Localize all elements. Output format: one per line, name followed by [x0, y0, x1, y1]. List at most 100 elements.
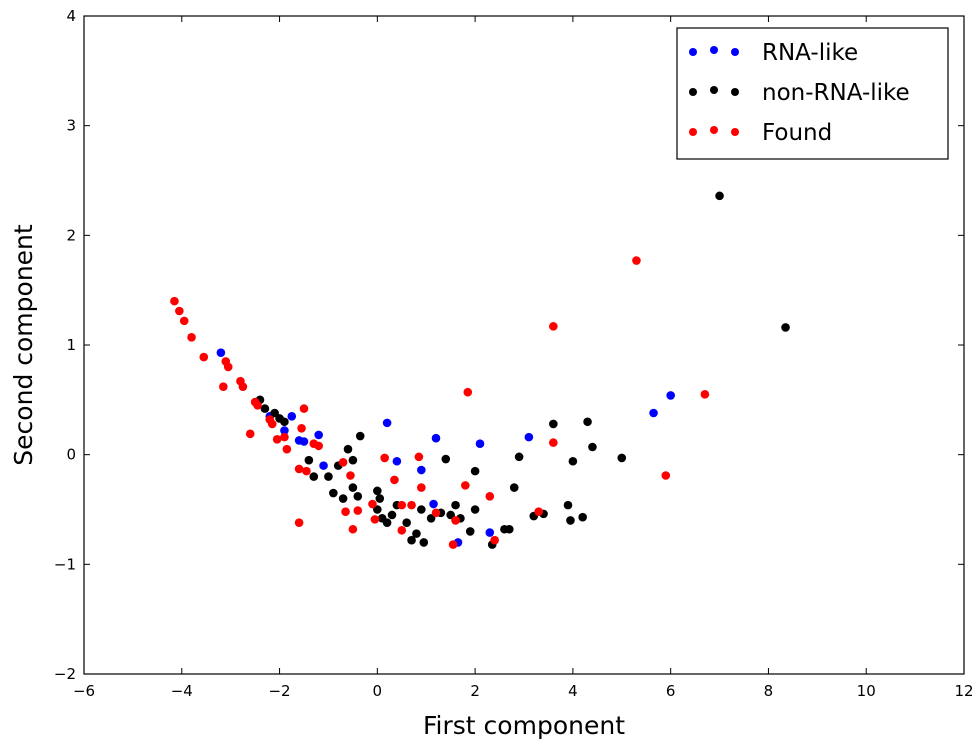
- data-point-non-rna-like: [470, 466, 480, 476]
- data-point-found: [338, 458, 348, 467]
- legend-label-rna-like: RNA-like: [762, 40, 858, 66]
- data-point-rna-like: [524, 432, 534, 442]
- x-tick-label: 10: [857, 682, 876, 700]
- data-point-non-rna-like: [563, 500, 573, 510]
- data-point-non-rna-like: [343, 444, 353, 454]
- data-point-non-rna-like: [260, 404, 270, 413]
- data-point-found: [272, 435, 282, 444]
- x-tick-label: −2: [268, 682, 290, 700]
- legend: RNA-like non-RNA-like Found: [676, 27, 949, 160]
- data-point-non-rna-like: [329, 488, 338, 498]
- data-point-found: [700, 390, 710, 399]
- data-point-non-rna-like: [509, 483, 519, 492]
- data-point-found: [397, 500, 407, 510]
- data-point-found: [175, 306, 184, 316]
- x-axis-title: First component: [423, 711, 625, 740]
- x-tick-label: 2: [470, 682, 480, 700]
- y-tick-label: −2: [54, 665, 76, 683]
- data-point-non-rna-like: [412, 529, 421, 538]
- y-tick-label: 4: [66, 7, 76, 25]
- data-point-non-rna-like: [446, 510, 455, 520]
- data-point-non-rna-like: [348, 455, 358, 465]
- data-point-found: [661, 471, 671, 480]
- data-point-non-rna-like: [348, 483, 358, 492]
- data-point-non-rna-like: [465, 527, 475, 536]
- data-point-found: [294, 518, 304, 527]
- data-point-non-rna-like: [402, 518, 411, 527]
- data-point-rna-like: [429, 499, 438, 509]
- data-point-non-rna-like: [309, 472, 319, 481]
- legend-marker-rna-like: [731, 48, 739, 56]
- x-tick-label: 4: [568, 682, 578, 700]
- data-point-found: [299, 404, 309, 413]
- data-point-non-rna-like: [324, 472, 333, 481]
- legend-label-non-rna-like: non-RNA-like: [762, 80, 910, 106]
- data-point-rna-like: [392, 456, 402, 466]
- legend-marker-non-rna-like: [731, 88, 739, 96]
- legend-marker-found: [731, 128, 739, 136]
- data-point-found: [294, 464, 304, 474]
- data-point-rna-like: [299, 437, 309, 446]
- data-point-non-rna-like: [583, 417, 592, 427]
- data-point-non-rna-like: [781, 323, 790, 332]
- data-point-found: [485, 492, 495, 501]
- data-point-rna-like: [287, 411, 297, 421]
- data-point-non-rna-like: [382, 518, 392, 527]
- data-point-non-rna-like: [470, 505, 480, 514]
- data-point-found: [451, 516, 460, 525]
- legend-marker-rna-like: [689, 48, 697, 56]
- x-tick-label: 6: [666, 682, 676, 700]
- data-point-non-rna-like: [270, 408, 279, 418]
- data-point-non-rna-like: [505, 524, 514, 534]
- data-point-rna-like: [485, 528, 495, 537]
- data-point-found: [341, 507, 350, 516]
- x-tick-label: −4: [171, 682, 193, 700]
- data-point-found: [490, 535, 499, 545]
- data-point-found: [549, 438, 558, 447]
- data-point-non-rna-like: [353, 492, 363, 501]
- data-point-found: [414, 452, 424, 462]
- legend-marker-non-rna-like: [710, 86, 718, 94]
- data-point-found: [431, 508, 441, 518]
- data-point-non-rna-like: [426, 513, 436, 523]
- data-point-non-rna-like: [617, 453, 627, 463]
- y-tick-label: 1: [66, 336, 76, 354]
- data-points: [170, 191, 790, 549]
- data-point-non-rna-like: [715, 191, 724, 201]
- data-point-non-rna-like: [355, 431, 365, 441]
- x-tick-label: 12: [954, 682, 973, 700]
- data-point-found: [348, 524, 358, 534]
- data-point-non-rna-like: [407, 535, 416, 545]
- data-point-non-rna-like: [566, 516, 575, 525]
- data-point-non-rna-like: [514, 452, 524, 462]
- data-point-found: [267, 419, 277, 429]
- data-point-found: [390, 475, 399, 485]
- x-tick-label: 8: [764, 682, 774, 700]
- y-tick-label: 0: [66, 446, 76, 464]
- data-point-found: [380, 453, 389, 463]
- data-point-found: [219, 382, 228, 391]
- legend-label-found: Found: [762, 120, 832, 146]
- data-point-non-rna-like: [419, 538, 429, 547]
- y-tick-label: −1: [54, 555, 76, 573]
- data-point-found: [448, 540, 458, 549]
- data-point-non-rna-like: [568, 456, 578, 466]
- data-point-found: [632, 256, 641, 265]
- legend-marker-found: [710, 126, 718, 134]
- legend-marker-non-rna-like: [689, 88, 697, 96]
- data-point-rna-like: [666, 391, 675, 400]
- data-point-found: [179, 316, 189, 326]
- data-point-non-rna-like: [338, 494, 348, 503]
- data-point-found: [187, 333, 196, 342]
- data-point-rna-like: [649, 408, 658, 418]
- data-point-non-rna-like: [441, 454, 451, 464]
- data-point-non-rna-like: [451, 500, 460, 510]
- y-tick-label: 3: [66, 117, 76, 135]
- data-point-found: [407, 500, 416, 510]
- data-point-found: [282, 444, 292, 454]
- data-point-found: [353, 506, 363, 515]
- data-point-rna-like: [314, 430, 323, 440]
- legend-marker-rna-like: [710, 46, 718, 54]
- data-point-found: [238, 382, 248, 391]
